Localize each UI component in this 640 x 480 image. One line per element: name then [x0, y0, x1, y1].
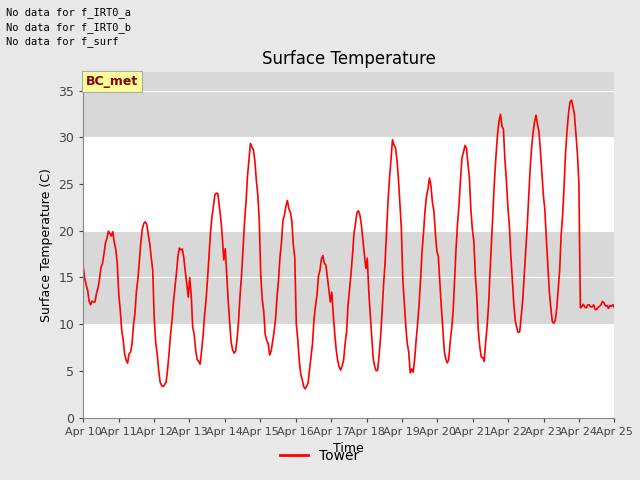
Bar: [83, 137, 614, 231]
Bar: [83, 231, 614, 324]
Text: No data for f_surf: No data for f_surf: [6, 36, 119, 47]
Legend: Tower: Tower: [275, 443, 365, 468]
Title: Surface Temperature: Surface Temperature: [262, 49, 436, 68]
Bar: [83, 72, 614, 137]
Y-axis label: Surface Temperature (C): Surface Temperature (C): [40, 168, 52, 322]
Text: No data for f_IRT0_b: No data for f_IRT0_b: [6, 22, 131, 33]
X-axis label: Time: Time: [333, 442, 364, 455]
Text: No data for f_IRT0_a: No data for f_IRT0_a: [6, 7, 131, 18]
Bar: [83, 324, 614, 418]
Text: BC_met: BC_met: [86, 75, 138, 88]
